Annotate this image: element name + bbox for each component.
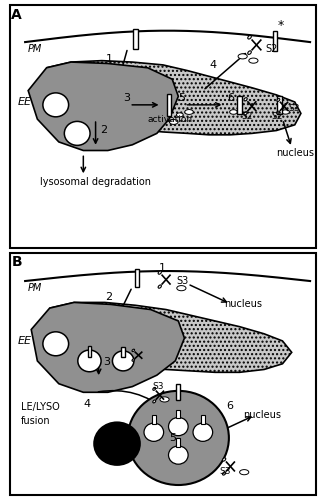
Circle shape: [169, 418, 188, 436]
Bar: [277, 96, 282, 114]
Bar: [167, 94, 171, 116]
Text: nucleus: nucleus: [224, 298, 262, 308]
Text: LE/LYSO
fusion: LE/LYSO fusion: [21, 402, 59, 425]
Circle shape: [169, 446, 188, 464]
Text: *: *: [278, 19, 284, 32]
Circle shape: [193, 423, 213, 442]
Text: S3: S3: [152, 382, 164, 392]
Bar: [121, 348, 125, 358]
Text: nucleus: nucleus: [276, 148, 314, 158]
Ellipse shape: [282, 110, 289, 114]
Text: S2: S2: [241, 112, 253, 121]
Ellipse shape: [223, 472, 226, 475]
Bar: [237, 96, 242, 114]
Text: EE: EE: [18, 97, 31, 107]
Text: 3: 3: [123, 92, 130, 102]
Text: 2: 2: [105, 292, 112, 302]
Circle shape: [112, 351, 134, 371]
Text: PM: PM: [28, 44, 42, 54]
Bar: [88, 346, 91, 357]
Ellipse shape: [238, 54, 247, 59]
Ellipse shape: [160, 397, 169, 402]
Text: activation: activation: [148, 115, 193, 124]
Bar: [135, 269, 139, 287]
Text: EE: EE: [18, 336, 31, 346]
Ellipse shape: [230, 110, 237, 114]
Ellipse shape: [132, 349, 135, 352]
Bar: [201, 416, 205, 424]
Ellipse shape: [177, 286, 186, 290]
Text: 6: 6: [226, 402, 233, 411]
Bar: [176, 410, 181, 418]
Bar: [176, 384, 181, 400]
Text: 2: 2: [100, 126, 107, 136]
Text: 1: 1: [106, 54, 113, 64]
Ellipse shape: [153, 400, 156, 403]
Ellipse shape: [248, 36, 251, 39]
Circle shape: [128, 391, 229, 485]
Text: 4: 4: [83, 398, 90, 408]
Ellipse shape: [185, 110, 193, 114]
Circle shape: [64, 122, 90, 146]
Ellipse shape: [277, 98, 280, 102]
Ellipse shape: [132, 359, 135, 361]
Text: S3: S3: [289, 104, 300, 112]
Text: 6: 6: [227, 92, 234, 102]
Text: S2: S2: [272, 112, 283, 121]
Text: 5: 5: [178, 92, 185, 102]
Ellipse shape: [176, 113, 183, 117]
Bar: [152, 416, 156, 424]
Ellipse shape: [158, 285, 161, 288]
Circle shape: [43, 93, 68, 117]
Text: S3: S3: [177, 276, 189, 286]
Text: lysosomal degradation: lysosomal degradation: [40, 176, 151, 186]
Text: 1: 1: [158, 263, 165, 273]
Ellipse shape: [158, 271, 161, 274]
Polygon shape: [28, 62, 178, 150]
Text: PM: PM: [28, 283, 42, 293]
Text: 3: 3: [103, 357, 110, 367]
Circle shape: [94, 422, 140, 465]
Polygon shape: [50, 302, 292, 372]
Ellipse shape: [248, 51, 251, 54]
Ellipse shape: [153, 388, 156, 390]
Circle shape: [78, 350, 101, 372]
Text: A: A: [11, 8, 22, 22]
Bar: [273, 30, 277, 50]
Bar: [176, 438, 181, 447]
Ellipse shape: [170, 120, 178, 124]
Ellipse shape: [277, 111, 280, 114]
Polygon shape: [47, 60, 301, 135]
Circle shape: [144, 423, 164, 442]
Text: S3: S3: [220, 466, 231, 475]
Text: 4: 4: [209, 60, 216, 70]
Polygon shape: [31, 302, 185, 392]
Ellipse shape: [223, 458, 226, 461]
Ellipse shape: [244, 112, 247, 115]
Text: 5: 5: [169, 433, 176, 443]
Ellipse shape: [249, 58, 258, 63]
Ellipse shape: [240, 470, 249, 474]
Text: B: B: [11, 256, 22, 270]
Text: S2: S2: [266, 44, 278, 54]
Bar: [133, 29, 138, 49]
Text: nucleus: nucleus: [243, 410, 281, 420]
Circle shape: [43, 332, 68, 356]
Ellipse shape: [244, 98, 247, 101]
